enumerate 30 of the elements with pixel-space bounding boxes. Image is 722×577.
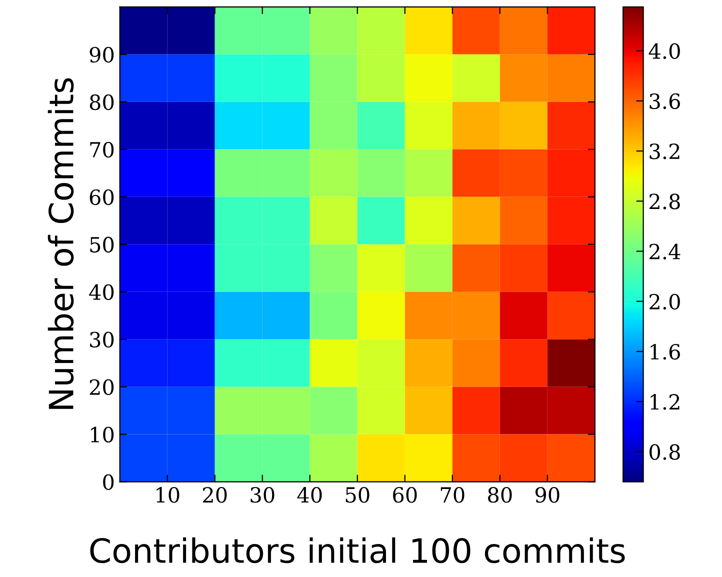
- x-tick-label: 40: [297, 487, 322, 503]
- y-tick-label: 40: [89, 284, 114, 300]
- y-tick-label: 30: [90, 332, 114, 348]
- x-tick-label: 60: [393, 487, 417, 503]
- y-tick-label: 20: [90, 379, 114, 396]
- y-tick-label: 80: [90, 94, 114, 110]
- y-axis-title: Number of Commits: [48, 78, 74, 409]
- color-bar-label: 1.6: [650, 344, 680, 360]
- color-bar-label: 3.2: [650, 143, 680, 160]
- color-bar-label: 1.2: [650, 394, 680, 410]
- x-tick-label: 70: [440, 487, 464, 503]
- x-tick-label: 20: [203, 487, 227, 503]
- x-tick-label: 10: [156, 487, 180, 503]
- color-bar-label: 0.8: [650, 444, 680, 460]
- y-tick-label: 50: [90, 236, 114, 253]
- y-tick-label: 0: [103, 474, 114, 490]
- color-bar-label: 2.4: [650, 244, 680, 260]
- y-tick-label: 10: [91, 426, 114, 443]
- y-tick-label: 70: [90, 142, 114, 158]
- x-tick-label: 90: [535, 487, 560, 503]
- y-tick-label: 90: [90, 46, 114, 63]
- x-axis-title: Contributors initial 100 commits: [90, 537, 625, 564]
- color-bar-label: 2.8: [650, 194, 680, 210]
- x-tick-label: 30: [250, 487, 274, 503]
- color-bar-label: 3.6: [650, 93, 680, 110]
- color-bar-label: 2.0: [650, 294, 680, 310]
- color-bar-label: 4.0: [648, 43, 680, 59]
- x-tick-label: 50: [346, 487, 370, 503]
- x-tick-label: 80: [488, 487, 512, 503]
- y-tick-label: 60: [90, 189, 114, 206]
